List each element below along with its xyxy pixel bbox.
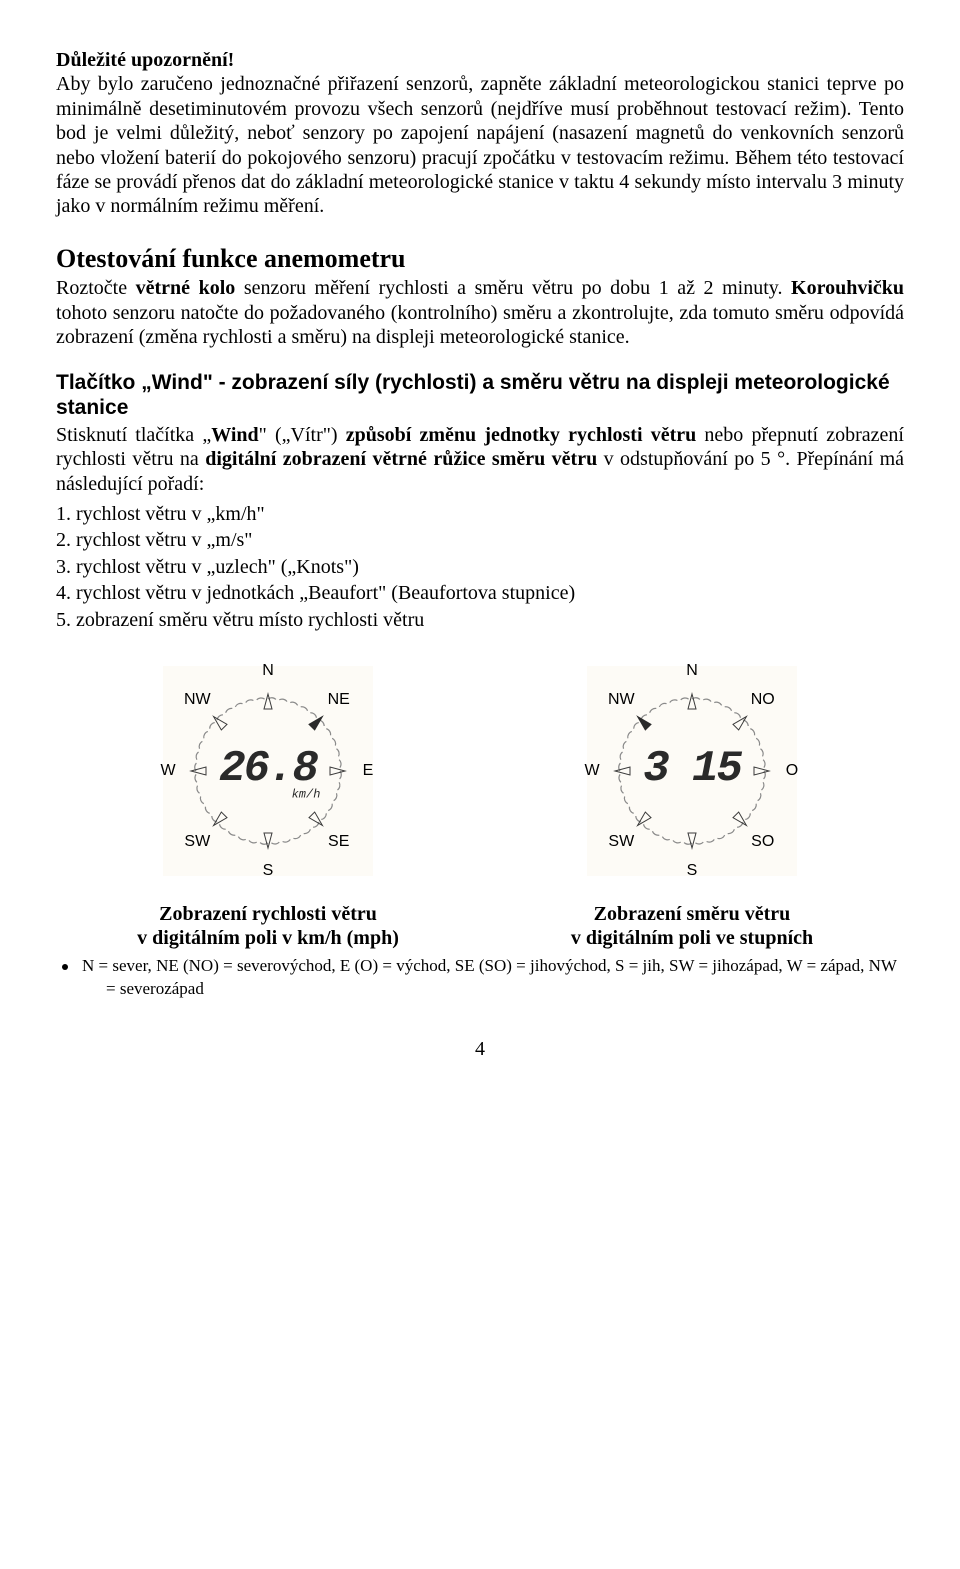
list-item: 3. rychlost větru v „uzlech" („Knots") <box>56 555 904 579</box>
direction-legend: N = sever, NE (NO) = severovýchod, E (O)… <box>84 955 904 1001</box>
compass-dir-label: SE <box>328 832 349 852</box>
compass-dir-label: E <box>363 761 374 781</box>
compass-dir-label: SW <box>184 832 210 852</box>
compass-dir-label: N <box>686 661 698 681</box>
wind-mode-list: 1. rychlost větru v „km/h" 2. rychlost v… <box>56 502 904 632</box>
heading-test-anemometer: Otestování funkce anemometru <box>56 243 904 275</box>
compass-dir-label: N <box>262 661 274 681</box>
figure-row: NNEESESSWWNW26.8km/h NNOOSOSSWWNW3 15 <box>56 646 904 896</box>
compass-dir-label: W <box>160 761 175 781</box>
caption-row: Zobrazení rychlosti větru v digitálním p… <box>56 902 904 951</box>
compass-dir-label: O <box>786 761 798 781</box>
compass-figure-direction: N NO O SO S SW W NW 3 15 <box>547 646 837 896</box>
list-item: 2. rychlost větru v „m/s" <box>56 528 904 552</box>
page-number: 4 <box>56 1037 904 1061</box>
compass-dir-label: NE <box>328 690 350 710</box>
list-item: 4. rychlost větru v jednotkách „Beaufort… <box>56 581 904 605</box>
compass-dir-label: S <box>263 861 274 881</box>
paragraph-3: Stisknutí tlačítka „Wind" („Vítr") způso… <box>56 423 904 496</box>
paragraph-2: Roztočte větrné kolo senzoru měření rych… <box>56 276 904 349</box>
compass-dir-label: SW <box>608 832 634 852</box>
compass-dir-label: SO <box>751 832 774 852</box>
heading-wind-button: Tlačítko „Wind" - zobrazení síly (rychlo… <box>56 370 904 421</box>
warning-heading: Důležité upozornění! <box>56 49 234 71</box>
compass-dir-label: W <box>584 761 599 781</box>
list-item: 5. zobrazení směru větru místo rychlosti… <box>56 608 904 632</box>
caption-right: Zobrazení směru větru v digitálním poli … <box>480 902 904 951</box>
compass-figure-speed: NNEESESSWWNW26.8km/h <box>123 646 413 896</box>
compass-readout: 3 15 <box>643 743 741 797</box>
caption-left: Zobrazení rychlosti větru v digitálním p… <box>56 902 480 951</box>
list-item: 1. rychlost větru v „km/h" <box>56 502 904 526</box>
compass-dir-label: NO <box>751 690 775 710</box>
compass-dir-label: S <box>687 861 698 881</box>
compass-dir-label: NW <box>608 690 635 710</box>
compass-dir-label: NW <box>184 690 211 710</box>
compass-unit: km/h <box>292 788 321 803</box>
paragraph-1: Aby bylo zaručeno jednoznačné přiřazení … <box>56 73 904 217</box>
bullet-icon <box>62 964 68 970</box>
